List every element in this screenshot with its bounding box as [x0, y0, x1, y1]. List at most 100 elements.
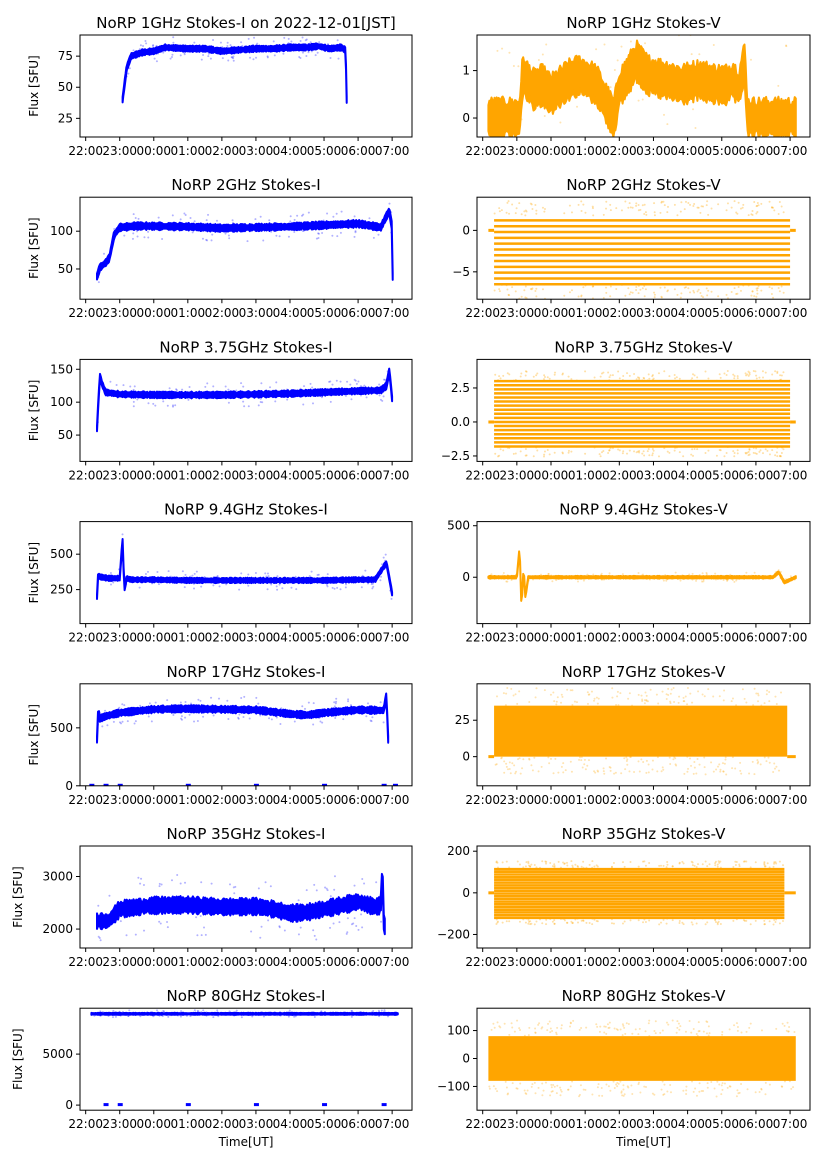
data-point — [360, 586, 363, 589]
data-point — [228, 1010, 231, 1013]
data-point — [242, 400, 245, 403]
data-point — [686, 687, 689, 690]
data-point — [570, 770, 573, 773]
data-point — [782, 448, 785, 451]
data-point — [363, 384, 366, 387]
data-point — [154, 701, 157, 704]
data-point — [759, 449, 762, 452]
data-point — [569, 1025, 572, 1028]
data-point — [768, 866, 771, 869]
data-point — [212, 385, 215, 388]
data-point — [357, 928, 360, 931]
data-point — [523, 24, 525, 26]
data-point — [516, 1019, 519, 1022]
data-point — [608, 574, 611, 577]
data-point — [704, 860, 707, 863]
data-point — [548, 453, 551, 456]
data-point — [364, 569, 367, 572]
data-point — [776, 446, 779, 449]
data-point — [574, 863, 577, 866]
data-point — [757, 694, 760, 697]
data-point — [302, 403, 305, 406]
data-point — [571, 703, 574, 706]
data-point — [704, 923, 707, 926]
data-point — [693, 864, 696, 867]
data-point — [770, 206, 773, 209]
data-point — [775, 918, 778, 921]
data-point — [665, 698, 668, 701]
data-point — [644, 42, 647, 45]
data-point — [227, 234, 230, 237]
y-tick-label: −2.5 — [441, 449, 470, 463]
data-point — [172, 36, 175, 39]
data-point — [278, 1014, 281, 1017]
data-point — [253, 1103, 259, 1107]
data-point — [729, 29, 731, 31]
data-point — [747, 284, 750, 287]
data-point — [529, 865, 532, 868]
data-point — [205, 1014, 208, 1017]
data-point — [588, 922, 591, 925]
x-tick-label: 05:00 — [704, 144, 739, 158]
data-point — [579, 1084, 582, 1087]
data-point — [685, 1085, 688, 1088]
data-point — [511, 203, 514, 206]
data-point — [680, 201, 683, 204]
data-point — [772, 206, 775, 209]
data-point — [516, 1087, 519, 1090]
data-point — [571, 866, 574, 869]
data-point — [578, 1028, 581, 1031]
data-point — [668, 451, 671, 454]
data-point — [768, 691, 771, 694]
data-point — [537, 58, 540, 61]
data-point — [347, 700, 350, 703]
data-point — [350, 923, 353, 926]
data-point — [598, 453, 601, 456]
data-point — [775, 1027, 778, 1030]
data-point — [522, 866, 525, 869]
data-point — [283, 36, 286, 39]
data-point — [651, 374, 654, 377]
x-tick-label: 22:00 — [465, 955, 500, 969]
data-point — [782, 371, 785, 374]
data-point — [501, 861, 504, 864]
x-tick-label: 23:00 — [500, 468, 535, 482]
data-point — [535, 295, 538, 298]
data-point — [266, 572, 269, 575]
data-point — [506, 446, 509, 449]
plot-area — [89, 692, 398, 786]
data-point — [780, 1085, 783, 1088]
data-point — [531, 32, 533, 34]
data-point — [142, 884, 145, 887]
data-point — [495, 577, 498, 580]
data-point — [763, 862, 766, 865]
data-point — [560, 1024, 563, 1027]
data-point — [584, 370, 587, 373]
x-tick-label: 01:00 — [171, 793, 206, 807]
data-point — [551, 920, 554, 923]
data-point — [636, 376, 639, 379]
x-tick-label: 04:00 — [273, 631, 308, 645]
y-tick-label: 100 — [50, 224, 73, 238]
data-point — [668, 140, 670, 142]
data-point — [524, 285, 527, 288]
data-point — [724, 756, 727, 759]
data-point — [346, 917, 349, 920]
data-point — [645, 699, 648, 702]
data-point — [592, 214, 595, 217]
data-point — [730, 206, 733, 209]
data-point — [228, 237, 231, 240]
data-point — [118, 706, 121, 709]
data-series — [96, 207, 394, 281]
data-point — [659, 286, 662, 289]
data-point — [381, 1103, 387, 1107]
data-point — [621, 378, 624, 381]
axes-frame — [79, 196, 413, 300]
data-point — [551, 1090, 554, 1093]
data-point — [106, 724, 109, 727]
data-point — [574, 918, 577, 921]
data-point — [582, 286, 585, 289]
y-tick-label: 5000 — [42, 1047, 73, 1061]
data-point — [560, 578, 563, 581]
data-point — [661, 1080, 664, 1083]
